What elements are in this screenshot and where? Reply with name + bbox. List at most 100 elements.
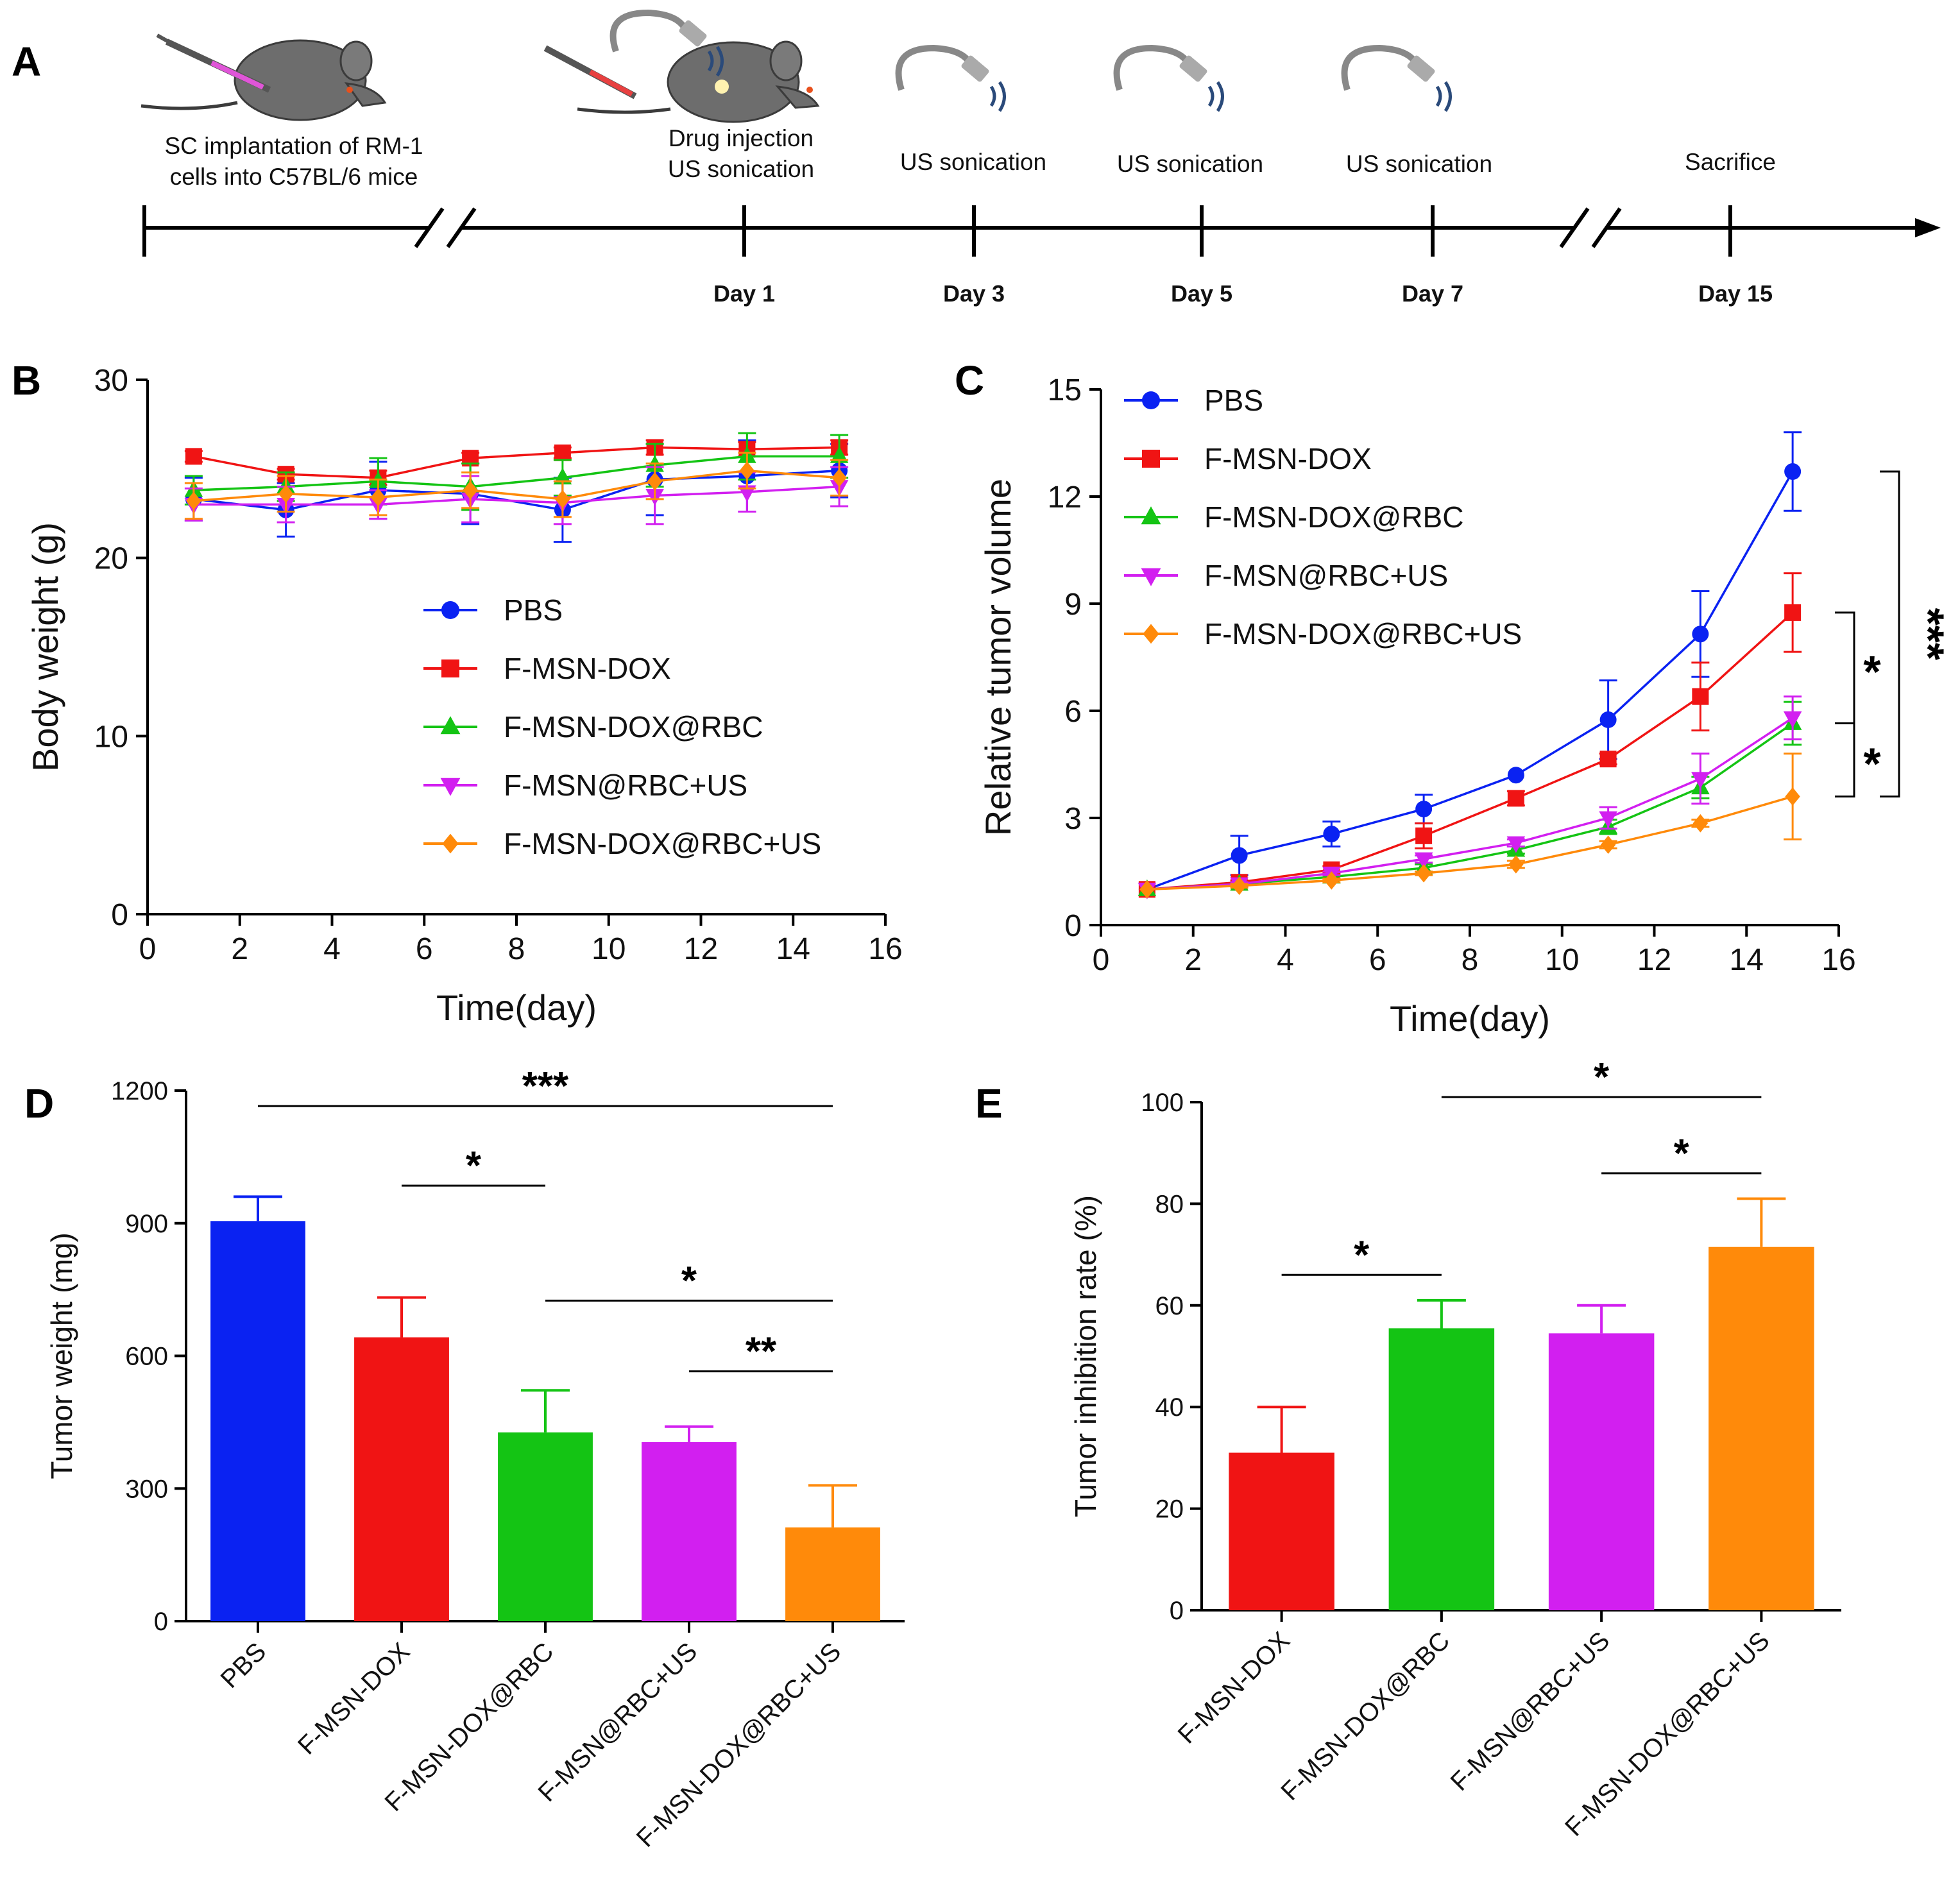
series-f-msn-dox-rbc-us [184, 452, 849, 520]
legend-label: PBS [1204, 384, 1263, 417]
y-tick-label: 20 [1155, 1495, 1184, 1524]
series-line [193, 485, 840, 506]
significance-bracket [1880, 470, 1900, 798]
data-point [1692, 688, 1709, 705]
event-text: Drug injection [669, 125, 814, 151]
x-tick-label: 0 [139, 932, 157, 966]
data-point [463, 481, 478, 500]
series-line [1146, 717, 1794, 891]
data-point [553, 468, 572, 485]
data-point [1414, 852, 1433, 869]
legend-label: F-MSN-DOX@RBC [1204, 500, 1463, 534]
legend-label: F-MSN-DOX [1204, 442, 1372, 475]
y-tick-label: 0 [1170, 1597, 1184, 1625]
data-point [1506, 836, 1526, 853]
event-text: SC implantation of RM-1 [164, 133, 423, 159]
data-point [1599, 751, 1617, 768]
event-text: Sacrifice [1685, 149, 1776, 175]
x-tick-label: 6 [416, 932, 433, 966]
event-text: US sonication [668, 156, 814, 182]
bar-f-msn-dox-rbc [1388, 1328, 1495, 1610]
legend-marker [442, 833, 459, 854]
significance-label: * [466, 1144, 482, 1188]
mouse-illustration-1 [141, 33, 387, 121]
event-text: US sonication [1346, 151, 1492, 177]
bar-f-msn-rbc-us [1548, 1333, 1655, 1610]
data-point [370, 488, 386, 507]
data-point [1231, 876, 1247, 896]
significance-label: * [681, 1259, 697, 1303]
y-tick-label: 20 [94, 542, 128, 576]
legend-label: F-MSN-DOX@RBC [504, 710, 763, 744]
panel-label-e: E [975, 1080, 1003, 1127]
day-label: Day 1 [713, 280, 775, 307]
data-point [830, 446, 849, 463]
x-tick-label: 4 [323, 932, 341, 966]
bar-f-msn-dox-rbc [498, 1432, 593, 1621]
data-point [554, 444, 571, 461]
day-label: Day 15 [1698, 280, 1773, 307]
y-tick-label: 3 [1064, 802, 1082, 836]
x-tick-label: F-MSN-DOX [1173, 1626, 1295, 1749]
significance-bracket [1835, 722, 1855, 798]
data-point [1507, 767, 1524, 784]
y-tick-label: 0 [111, 898, 128, 932]
significance-label: ** [746, 1330, 777, 1374]
data-point [1599, 711, 1617, 728]
legend-marker [440, 778, 461, 796]
bar-pbs [210, 1221, 305, 1621]
x-tick-label: 16 [868, 932, 902, 966]
tumor-volume-chart: 0 2 4 6 8 10 12 14 16 0 3 6 9 12 15 Time(day) Relative t… [978, 373, 1954, 1039]
data-point [1415, 801, 1433, 818]
significance-label: * [1674, 1132, 1690, 1176]
data-point [1599, 811, 1617, 828]
x-tick-label: F-MSN-DOX [293, 1637, 415, 1760]
data-point [647, 472, 663, 491]
legend-label: F-MSN-DOX@RBC+US [1204, 617, 1522, 651]
significance-label: * [1863, 647, 1881, 697]
series-f-msn-rbc-us [1138, 695, 1802, 899]
y-tick-label: 30 [94, 364, 128, 398]
x-tick-label: 8 [1461, 943, 1479, 977]
data-point [1323, 826, 1340, 843]
data-point [1783, 711, 1802, 728]
x-tick-label: 12 [1637, 943, 1671, 977]
data-point [1416, 863, 1431, 883]
data-point [738, 485, 756, 502]
data-point [831, 468, 847, 488]
legend-marker [1141, 568, 1161, 586]
event-text: cells into C57BL/6 mice [170, 164, 418, 190]
series-line [193, 469, 840, 502]
y-tick-label: 80 [1155, 1190, 1184, 1218]
body-weight-chart: 0 2 4 6 8 10 12 14 16 0 10 20 30 Time(day) Body weight… [25, 364, 903, 1028]
ultrasound-probe-icon [609, 9, 724, 77]
legend-label: F-MSN-DOX [504, 652, 671, 685]
x-tick-label: 4 [1277, 943, 1294, 977]
panel-label-b: B [12, 357, 41, 404]
data-point [1692, 625, 1709, 643]
legend-marker [1141, 506, 1161, 525]
significance-label: * [1594, 1055, 1610, 1100]
data-point [1231, 847, 1248, 864]
day-label: Day 3 [943, 280, 1005, 307]
bar-f-msn-rbc-us [642, 1442, 737, 1621]
y-axis-title: Tumor weight (mg) [45, 1232, 78, 1479]
x-tick-label: 8 [508, 932, 525, 966]
data-point [1785, 787, 1800, 806]
y-tick-label: 900 [125, 1210, 168, 1238]
significance-label: * [1863, 739, 1881, 789]
y-axis-title: Tumor inhibition rate (%) [1069, 1195, 1102, 1517]
timeline-arrow-icon [1915, 218, 1941, 237]
ultrasound-probe-icon [1341, 44, 1452, 112]
day-label: Day 5 [1171, 280, 1232, 307]
timeline-axis [142, 205, 1918, 257]
y-tick-label: 0 [154, 1608, 168, 1636]
bar-f-msn-dox [1229, 1452, 1334, 1610]
data-point [1508, 855, 1524, 874]
event-text: US sonication [900, 149, 1046, 175]
tumor-inhibition-chart: 0 20 40 60 80 100 Tumor inhibition rate (%) F-M… [1069, 1055, 1841, 1842]
series-line [1146, 471, 1794, 890]
data-point [1784, 463, 1802, 481]
x-tick-label: 14 [776, 932, 810, 966]
